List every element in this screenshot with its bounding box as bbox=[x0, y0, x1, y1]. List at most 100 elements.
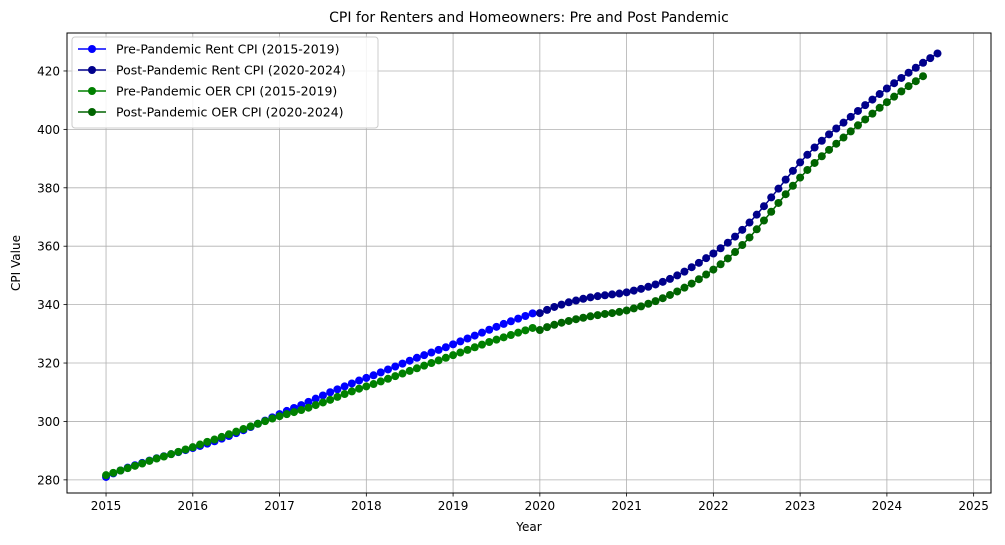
data-point bbox=[152, 454, 161, 463]
series-4 bbox=[535, 72, 928, 335]
legend-marker bbox=[88, 108, 96, 116]
data-point bbox=[116, 466, 125, 475]
data-point bbox=[803, 165, 812, 174]
data-point bbox=[340, 382, 349, 391]
data-point bbox=[658, 294, 667, 303]
y-tick-label: 340 bbox=[37, 298, 60, 312]
y-tick-label: 320 bbox=[37, 357, 60, 371]
data-point bbox=[868, 109, 877, 118]
legend-marker bbox=[88, 66, 96, 74]
data-point bbox=[420, 351, 429, 360]
data-point bbox=[456, 348, 465, 357]
data-point bbox=[759, 202, 768, 211]
data-point bbox=[304, 403, 313, 412]
data-point bbox=[644, 282, 653, 291]
data-point bbox=[665, 290, 674, 299]
data-point bbox=[933, 49, 942, 58]
legend-item: Post-Pandemic OER CPI (2020-2024) bbox=[78, 105, 344, 120]
data-point bbox=[427, 359, 436, 368]
data-point bbox=[716, 260, 725, 269]
data-point bbox=[318, 398, 327, 407]
data-point bbox=[470, 343, 479, 352]
data-point bbox=[680, 283, 689, 292]
data-point bbox=[637, 284, 646, 293]
data-point bbox=[579, 294, 588, 303]
y-tick-label: 300 bbox=[37, 415, 60, 429]
data-point bbox=[926, 54, 935, 63]
plot-frame bbox=[66, 32, 992, 494]
data-point bbox=[745, 218, 754, 227]
data-point bbox=[861, 101, 870, 110]
data-point bbox=[405, 356, 414, 365]
data-point bbox=[384, 374, 393, 383]
data-point bbox=[290, 408, 299, 417]
data-point bbox=[506, 317, 515, 326]
data-point bbox=[731, 232, 740, 241]
data-point bbox=[817, 152, 826, 161]
data-point bbox=[427, 348, 436, 357]
data-point bbox=[333, 385, 342, 394]
data-point bbox=[123, 464, 132, 473]
data-point bbox=[608, 290, 617, 299]
data-point bbox=[825, 145, 834, 154]
data-point bbox=[745, 233, 754, 242]
data-point bbox=[550, 320, 559, 329]
x-tick-label: 2021 bbox=[611, 499, 642, 513]
data-point bbox=[890, 79, 899, 88]
legend-marker bbox=[88, 45, 96, 53]
data-point bbox=[709, 265, 718, 274]
data-point bbox=[181, 445, 190, 454]
data-point bbox=[145, 456, 154, 465]
data-point bbox=[861, 115, 870, 124]
data-point bbox=[347, 379, 356, 388]
x-tick-label: 2023 bbox=[785, 499, 816, 513]
data-point bbox=[506, 330, 515, 339]
data-point bbox=[774, 184, 783, 193]
data-point bbox=[673, 271, 682, 280]
data-point bbox=[528, 323, 537, 332]
legend-item: Pre-Pandemic OER CPI (2015-2019) bbox=[78, 84, 337, 99]
data-point bbox=[752, 210, 761, 219]
y-tick-label: 360 bbox=[37, 240, 60, 254]
y-axis-title: CPI Value bbox=[9, 235, 23, 291]
data-point bbox=[130, 461, 139, 470]
y-tick-label: 420 bbox=[37, 64, 60, 78]
data-point bbox=[817, 136, 826, 145]
data-point bbox=[109, 468, 118, 477]
data-point bbox=[268, 414, 277, 423]
data-point bbox=[868, 95, 877, 104]
data-point bbox=[586, 293, 595, 302]
data-point bbox=[528, 309, 537, 318]
data-point bbox=[702, 270, 711, 279]
chart-title: CPI for Renters and Homeowners: Pre and … bbox=[329, 10, 729, 26]
data-point bbox=[839, 118, 848, 127]
x-tick-label: 2018 bbox=[351, 499, 382, 513]
data-point bbox=[651, 280, 660, 289]
data-point bbox=[210, 435, 219, 444]
data-point bbox=[203, 437, 212, 446]
data-point bbox=[774, 198, 783, 207]
data-point bbox=[391, 362, 400, 371]
data-point bbox=[384, 365, 393, 374]
data-point bbox=[232, 427, 241, 436]
data-point bbox=[738, 241, 747, 250]
x-tick-label: 2025 bbox=[958, 499, 989, 513]
data-point bbox=[579, 313, 588, 322]
data-point bbox=[499, 333, 508, 342]
data-point bbox=[398, 369, 407, 378]
data-point bbox=[449, 340, 458, 349]
data-point bbox=[246, 422, 255, 431]
data-point bbox=[217, 432, 226, 441]
x-tick-label: 2022 bbox=[698, 499, 729, 513]
data-point bbox=[355, 384, 364, 393]
legend-box bbox=[71, 36, 379, 129]
data-point bbox=[731, 248, 740, 257]
data-point bbox=[687, 279, 696, 288]
data-point bbox=[810, 143, 819, 152]
data-point bbox=[405, 366, 414, 375]
data-point bbox=[788, 181, 797, 190]
data-point bbox=[521, 312, 530, 321]
x-tick-label: 2024 bbox=[872, 499, 903, 513]
data-point bbox=[499, 319, 508, 328]
data-point bbox=[326, 395, 335, 404]
